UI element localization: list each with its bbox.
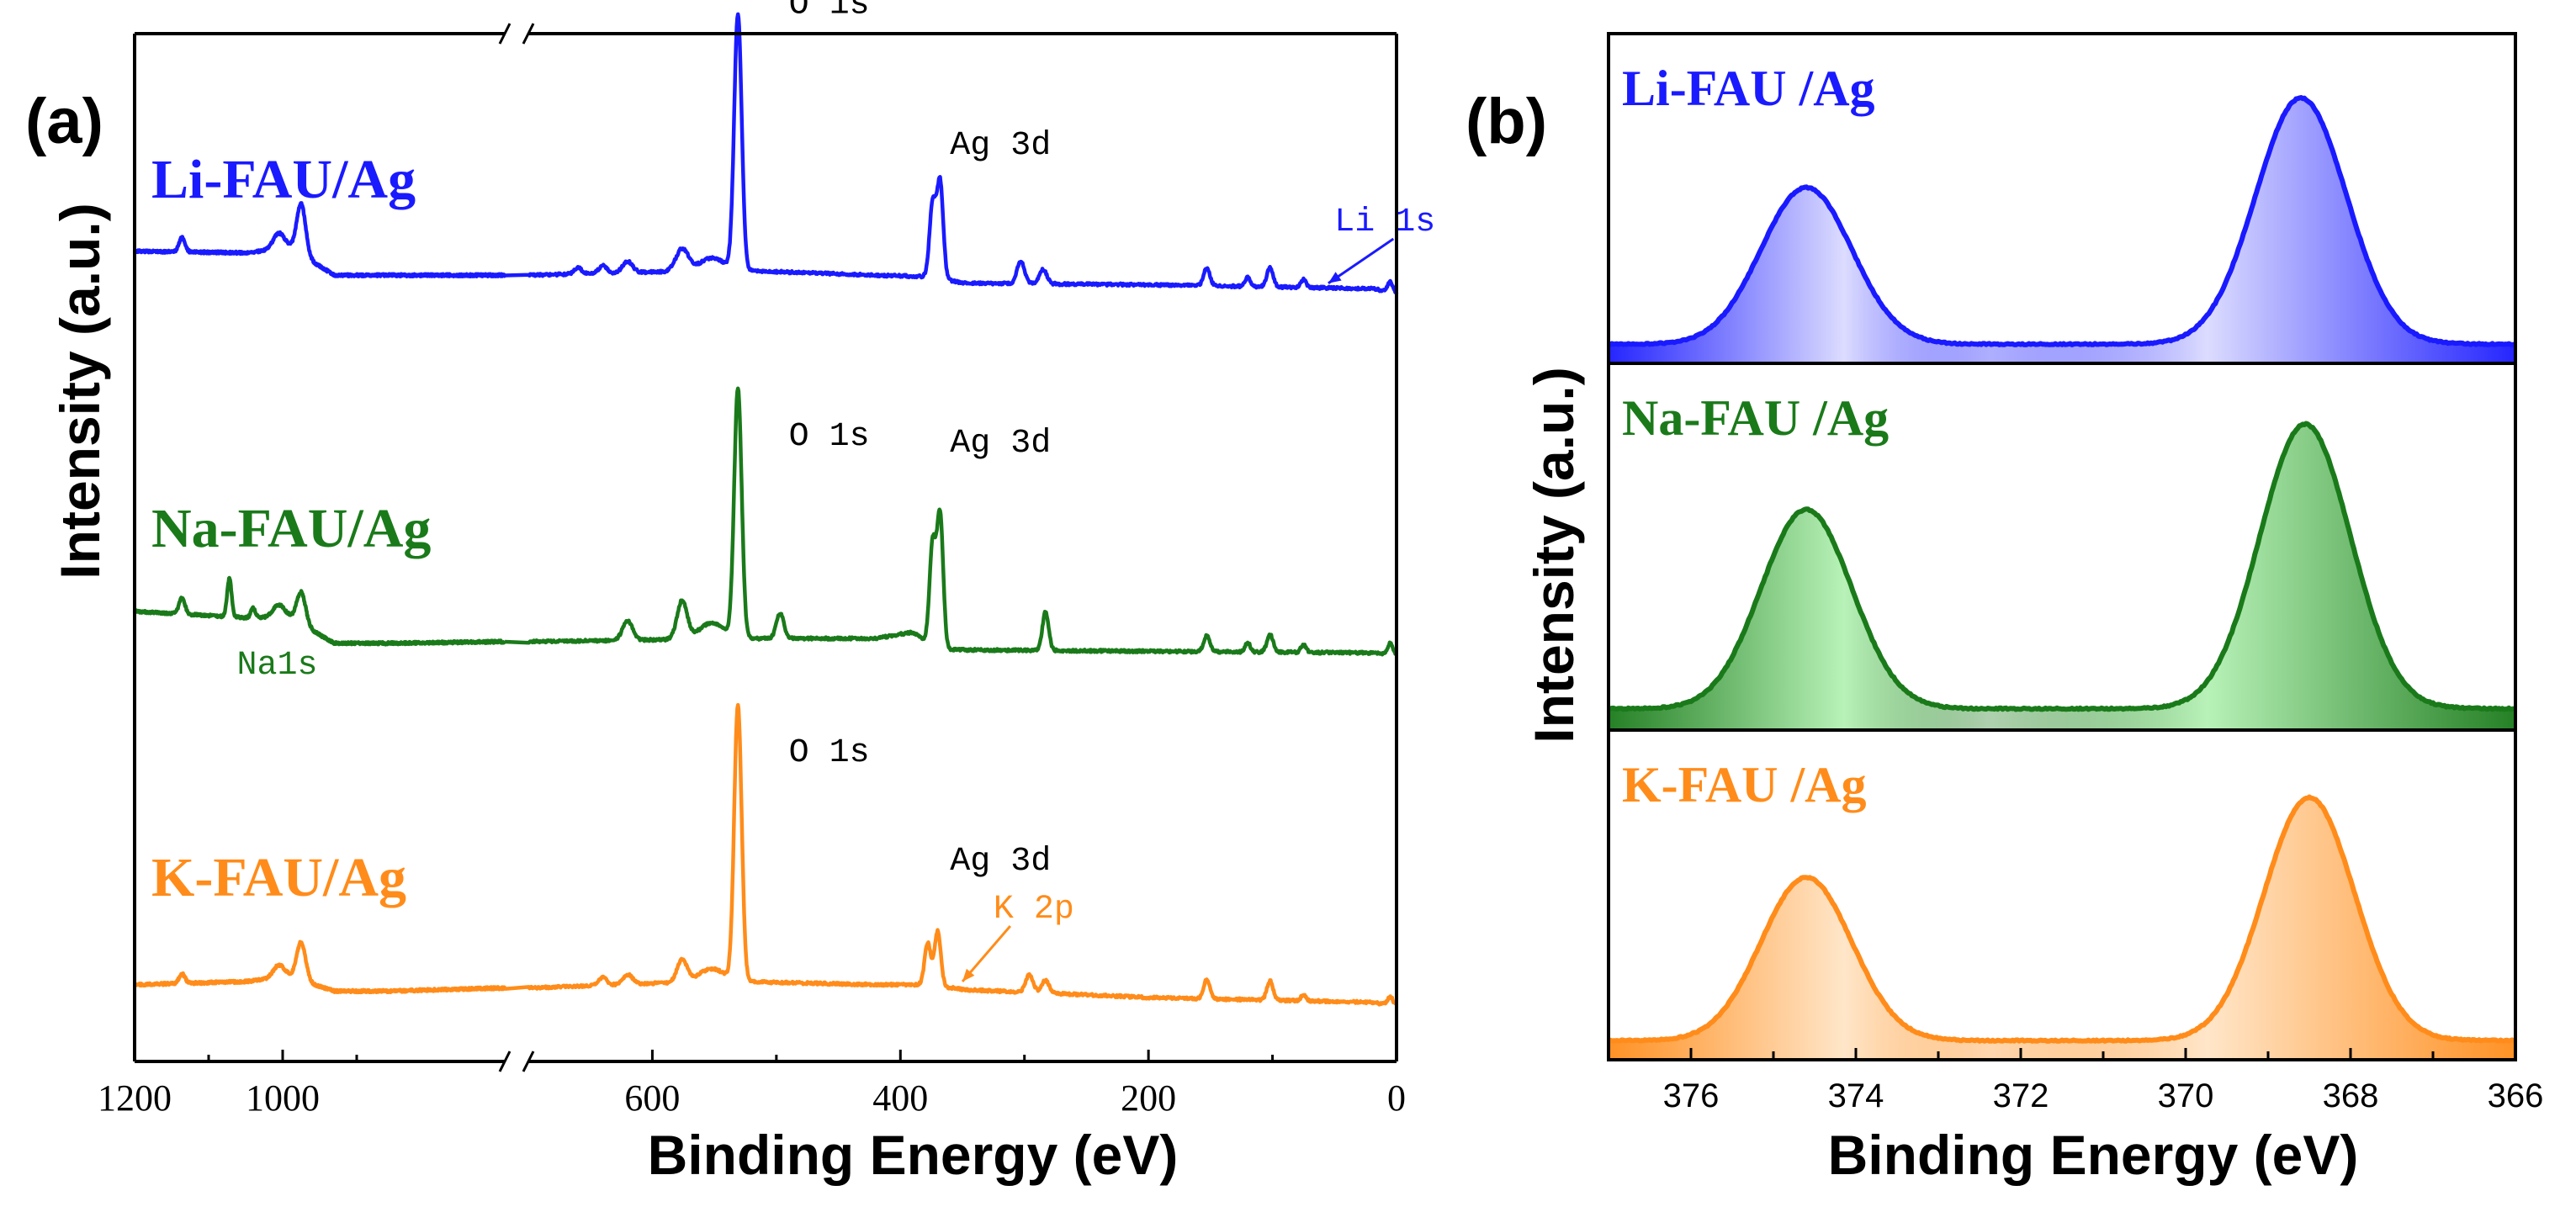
panel-a-ylabel: Intensity (a.u.) bbox=[49, 203, 111, 579]
ag3d-series-1: Na-FAU /Ag bbox=[1608, 390, 2516, 730]
survey-line-1-seg1 bbox=[504, 386, 1399, 657]
b-xtick-label: 376 bbox=[1663, 1077, 1720, 1114]
panel-a-ticks: 1200 1000 600 400 200 0 bbox=[98, 1050, 1406, 1119]
b-xtick-label: 366 bbox=[2488, 1077, 2544, 1114]
b-xtick-label: 368 bbox=[2323, 1077, 2379, 1114]
a-break-mark bbox=[522, 23, 535, 45]
peak-annotation-1-0: O 1s bbox=[789, 418, 870, 456]
ag3d-line-2 bbox=[1608, 794, 2516, 1044]
a-xtick-label: 0 bbox=[1387, 1077, 1406, 1119]
survey-line-1-seg0 bbox=[132, 575, 506, 647]
panel-b-ticks: 376 374 372 370 368 366 bbox=[1607, 1048, 2544, 1114]
a-xtick-label: 1200 bbox=[98, 1077, 172, 1119]
sample-label-a-1: Na-FAU/Ag bbox=[151, 498, 431, 559]
panel-a-frame bbox=[133, 23, 1398, 1072]
panel-b-frame bbox=[1607, 32, 2517, 1061]
survey-line-2-seg1 bbox=[504, 702, 1398, 1007]
survey-series-0: Li-FAU/Ag O 1s Ag 3d Li 1s bbox=[132, 0, 1435, 294]
panel-b-xlabel: Binding Energy (eV) bbox=[1828, 1124, 2359, 1186]
ag3d-area-2 bbox=[1609, 797, 2515, 1060]
ag3d-area-1 bbox=[1609, 423, 2515, 730]
peak-annotation-2-1: Ag 3d bbox=[950, 843, 1051, 881]
a-break-mark bbox=[522, 1051, 535, 1072]
panel-b-series: Li-FAU /Ag Na-FAU /Ag K-FAU /Ag bbox=[1608, 61, 2516, 1060]
b-xtick-label: 374 bbox=[1828, 1077, 1884, 1114]
annotation-arrow-0 bbox=[1328, 237, 1395, 284]
sample-label-b-1: Na-FAU /Ag bbox=[1622, 390, 1889, 446]
survey-line-2-seg0 bbox=[133, 939, 507, 995]
peak-annotation-0-2: Li 1s bbox=[1334, 204, 1435, 241]
panel-a: (a) Li-FAU/Ag O 1s Ag 3d Li 1s Na-FAU/Ag O 1s… bbox=[25, 0, 1435, 1186]
peak-annotation-0-1: Ag 3d bbox=[950, 127, 1051, 165]
peak-annotation-2-2: K 2p bbox=[994, 891, 1074, 929]
a-xtick-label: 400 bbox=[872, 1077, 928, 1119]
peak-annotation-2-0: O 1s bbox=[789, 734, 870, 772]
ag3d-series-2: K-FAU /Ag bbox=[1608, 757, 2516, 1060]
b-xtick-label: 372 bbox=[1993, 1077, 2049, 1114]
a-break-mark bbox=[498, 23, 511, 45]
ag3d-line-0 bbox=[1608, 95, 2516, 347]
peak-annotation-1-1: Ag 3d bbox=[950, 425, 1051, 463]
survey-series-1: Na-FAU/Ag O 1s Ag 3d Na1s bbox=[132, 386, 1399, 685]
sample-label-a-2: K-FAU/Ag bbox=[151, 847, 406, 908]
survey-line-0-seg1 bbox=[504, 12, 1399, 294]
peak-annotation-0-0: O 1s bbox=[789, 0, 870, 24]
ag3d-series-0: Li-FAU /Ag bbox=[1608, 61, 2516, 363]
sample-label-b-0: Li-FAU /Ag bbox=[1622, 61, 1875, 116]
a-xtick-label: 600 bbox=[624, 1077, 680, 1119]
sample-label-b-2: K-FAU /Ag bbox=[1622, 757, 1867, 812]
b-xtick-label: 370 bbox=[2158, 1077, 2214, 1114]
ag3d-line-1 bbox=[1608, 421, 2516, 712]
panel-a-series: Li-FAU/Ag O 1s Ag 3d Li 1s Na-FAU/Ag O 1s Ag 3… bbox=[132, 0, 1435, 1007]
panel-b-ylabel: Intensity (a.u.) bbox=[1523, 367, 1585, 743]
panel-b: (b) Li-FAU /Ag Na-FAU /Ag K-FAU /Ag 376 374… bbox=[1466, 32, 2544, 1186]
survey-line-0-seg0 bbox=[132, 201, 506, 278]
annotation-arrowhead-2 bbox=[962, 968, 975, 982]
sample-label-a-0: Li-FAU/Ag bbox=[151, 149, 416, 210]
a-xtick-label: 200 bbox=[1121, 1077, 1176, 1119]
b-frame-rect bbox=[1607, 32, 2517, 1061]
ag3d-area-0 bbox=[1609, 98, 2515, 363]
a-break-mark bbox=[498, 1051, 511, 1072]
peak-annotation-1-2: Na1s bbox=[236, 647, 317, 685]
panel-a-label: (a) bbox=[25, 86, 103, 157]
a-xtick-label: 1000 bbox=[246, 1077, 320, 1119]
panel-a-xlabel: Binding Energy (eV) bbox=[648, 1124, 1179, 1186]
annotation-arrowhead-0 bbox=[1328, 272, 1342, 283]
survey-series-2: K-FAU/Ag O 1s Ag 3d K 2p bbox=[133, 702, 1398, 1007]
panel-b-label: (b) bbox=[1466, 86, 1547, 157]
